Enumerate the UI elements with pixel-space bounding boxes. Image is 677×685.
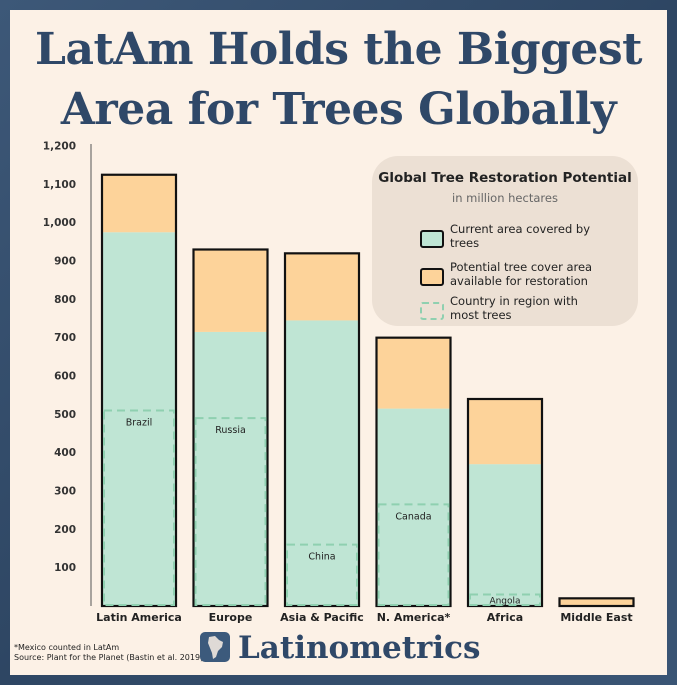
top-country-box <box>103 409 175 606</box>
bar-segment <box>193 249 268 332</box>
legend-swatch-current <box>420 230 444 248</box>
bar-segment <box>468 464 542 606</box>
bar-segment <box>285 320 359 606</box>
legend-swatch-potential <box>420 268 444 286</box>
y-tick-label: 1,100 <box>43 179 76 191</box>
x-tick-label: Middle East <box>560 611 632 624</box>
y-tick-label: 700 <box>54 332 76 344</box>
legend-subtitle: in million hectares <box>452 191 558 205</box>
page-title: LatAm Holds the Biggest Area for Trees G… <box>10 20 667 140</box>
title-line-2: Area for Trees Globally <box>60 84 617 135</box>
top-country-box <box>194 417 267 606</box>
x-tick-label: Asia & Pacific <box>280 611 364 624</box>
x-tick-label: N. America* <box>377 611 451 624</box>
footnote-note: *Mexico counted in LatAm <box>14 643 120 652</box>
bar-segment <box>102 174 176 233</box>
bar-segment <box>376 337 451 409</box>
top-country-label: China <box>308 552 335 563</box>
top-country-label: Canada <box>395 511 431 522</box>
bar-segment <box>376 408 451 606</box>
top-country-box <box>377 503 450 606</box>
footnote-source: Source: Plant for the Planet (Bastin et … <box>14 653 204 662</box>
top-country-label: Russia <box>215 425 246 436</box>
footnote: *Mexico counted in LatAm Source: Plant f… <box>14 643 203 663</box>
title-line-1: LatAm Holds the Biggest <box>35 24 642 75</box>
latam-map-icon <box>200 632 230 662</box>
legend-label-current: Current area covered by trees <box>450 222 590 250</box>
legend-label-country: Country in region with most trees <box>450 294 578 322</box>
legend-swatch-country <box>420 302 444 320</box>
y-tick-label: 300 <box>54 486 76 498</box>
legend: Global Tree Restoration Potential in mil… <box>372 156 638 326</box>
bar-outline <box>283 252 361 608</box>
bar-segment <box>102 232 176 606</box>
x-tick-label: Latin America <box>96 611 182 624</box>
y-tick-label: 500 <box>54 409 76 421</box>
legend-label-potential: Potential tree cover area available for … <box>450 260 593 288</box>
bar-outline <box>466 397 544 608</box>
bar-outline <box>375 336 452 608</box>
bar-segment <box>193 331 268 606</box>
y-tick-label: 600 <box>54 371 76 383</box>
y-tick-label: 1,200 <box>43 141 76 153</box>
brand-name: Latinometrics <box>238 630 481 666</box>
y-tick-label: 100 <box>54 562 76 574</box>
y-tick-label: 1,000 <box>43 217 76 229</box>
infographic-card: LatAm Holds the Biggest Area for Trees G… <box>10 10 667 675</box>
top-country-label: Brazil <box>126 418 153 429</box>
bar-outline <box>558 597 635 608</box>
bar-segment <box>468 399 542 465</box>
legend-title: Global Tree Restoration Potential <box>378 170 632 186</box>
x-tick-label: Africa <box>487 611 523 624</box>
y-tick-label: 900 <box>54 256 76 268</box>
top-country-label: Angola <box>489 597 520 607</box>
stacked-bar-chart: 100 200 300 400 500 600 700 800 900 1,000 1,100 1,2… <box>43 141 635 624</box>
y-tick-label: 400 <box>54 447 76 459</box>
bar-segment <box>559 598 634 606</box>
x-tick-label: Europe <box>209 611 253 624</box>
bar-segment <box>285 253 359 321</box>
y-tick-label: 800 <box>54 294 76 306</box>
y-tick-label: 200 <box>54 524 76 536</box>
